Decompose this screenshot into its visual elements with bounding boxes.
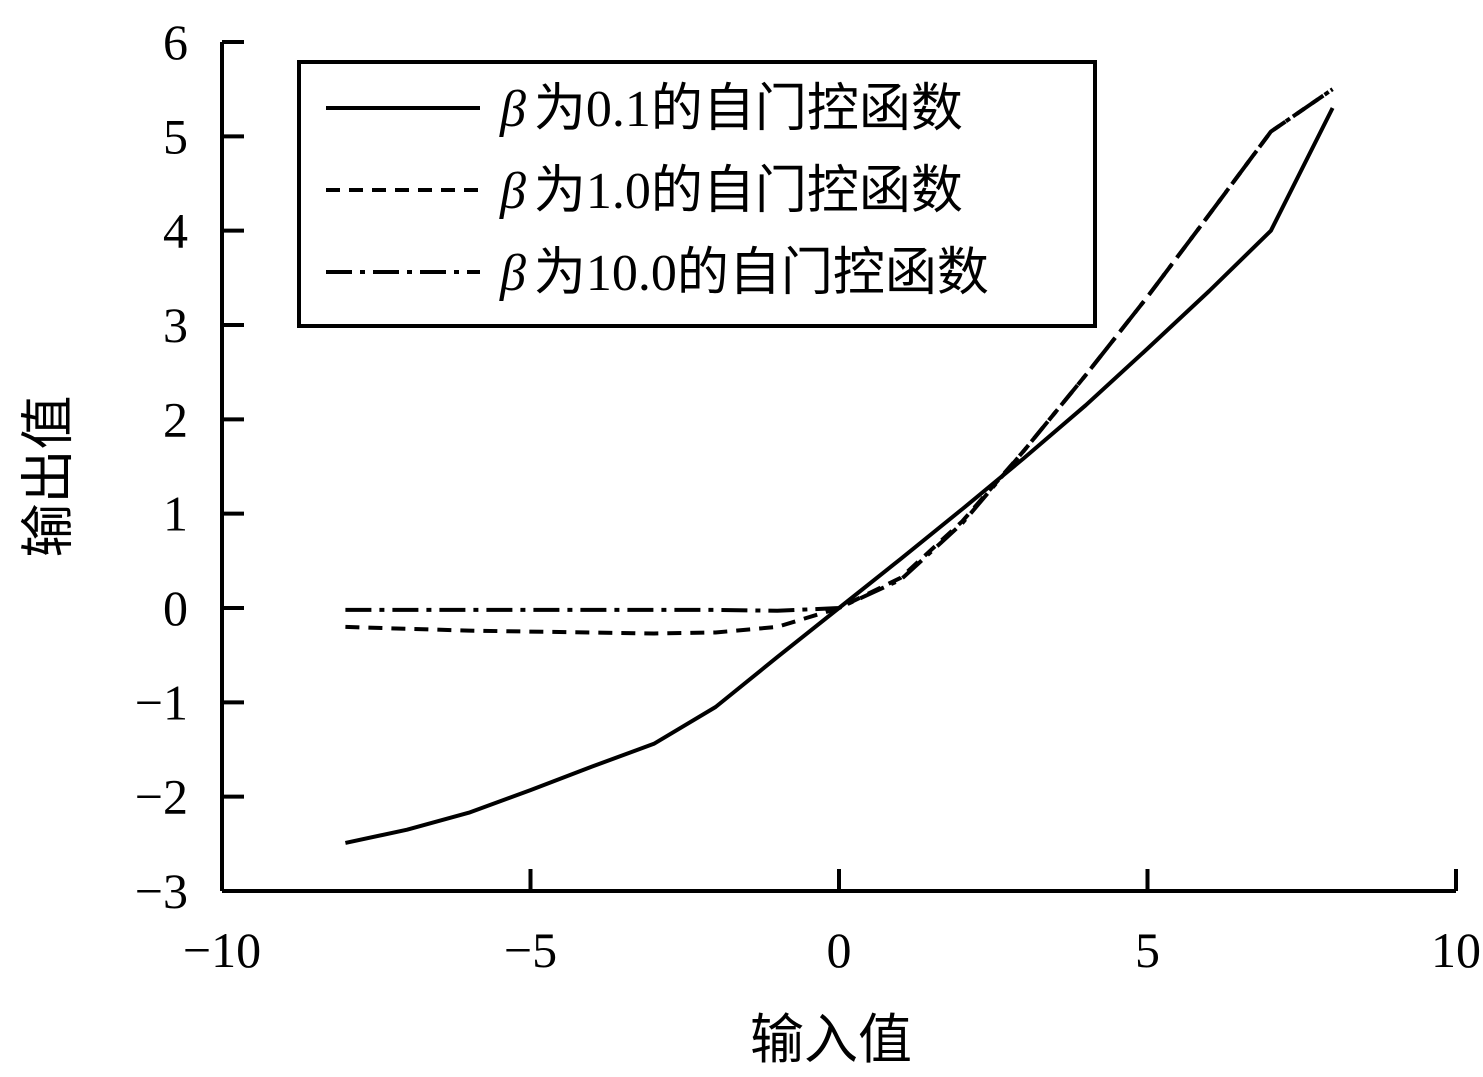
legend-beta-symbol: β [499,163,526,220]
series-line-3 [345,87,1334,613]
y-tick-label: −1 [135,674,188,730]
y-tick-label: 0 [163,580,188,636]
x-axis: −10 −5 0 5 10 [183,869,1481,978]
legend-label-text: 为0.1的自门控函数 [534,81,963,138]
x-tick-label: −10 [183,922,261,978]
y-tick-label: 3 [163,297,188,353]
y-tick-label: 6 [163,14,188,70]
legend-beta-symbol: β [499,81,526,138]
legend-label-2: β 为1.0的自门控函数 [499,163,963,220]
x-axis-title: 输入值 [750,1008,912,1071]
plot-area [344,87,1335,845]
legend-beta-symbol: β [499,245,526,302]
y-tick-label: 4 [163,203,188,259]
y-tick-label: 5 [163,108,188,164]
x-tick-label: 0 [827,922,852,978]
y-axis: −3 −2 −1 0 1 2 3 4 5 6 [135,14,244,919]
x-tick-label: −5 [504,922,557,978]
legend-label-3: β 为10.0的自门控函数 [499,245,989,302]
y-tick-label: −2 [135,769,188,825]
y-axis-title: 输出值 [17,396,80,558]
legend-label-text: 为10.0的自门控函数 [534,245,989,302]
y-tick-label: 2 [163,391,188,447]
legend-label-text: 为1.0的自门控函数 [534,163,963,220]
legend-label-1: β 为0.1的自门控函数 [499,81,963,138]
x-tick-label: 5 [1135,922,1160,978]
y-tick-label: 1 [163,486,188,542]
y-tick-label: −3 [135,863,188,919]
x-tick-label: 10 [1431,922,1481,978]
